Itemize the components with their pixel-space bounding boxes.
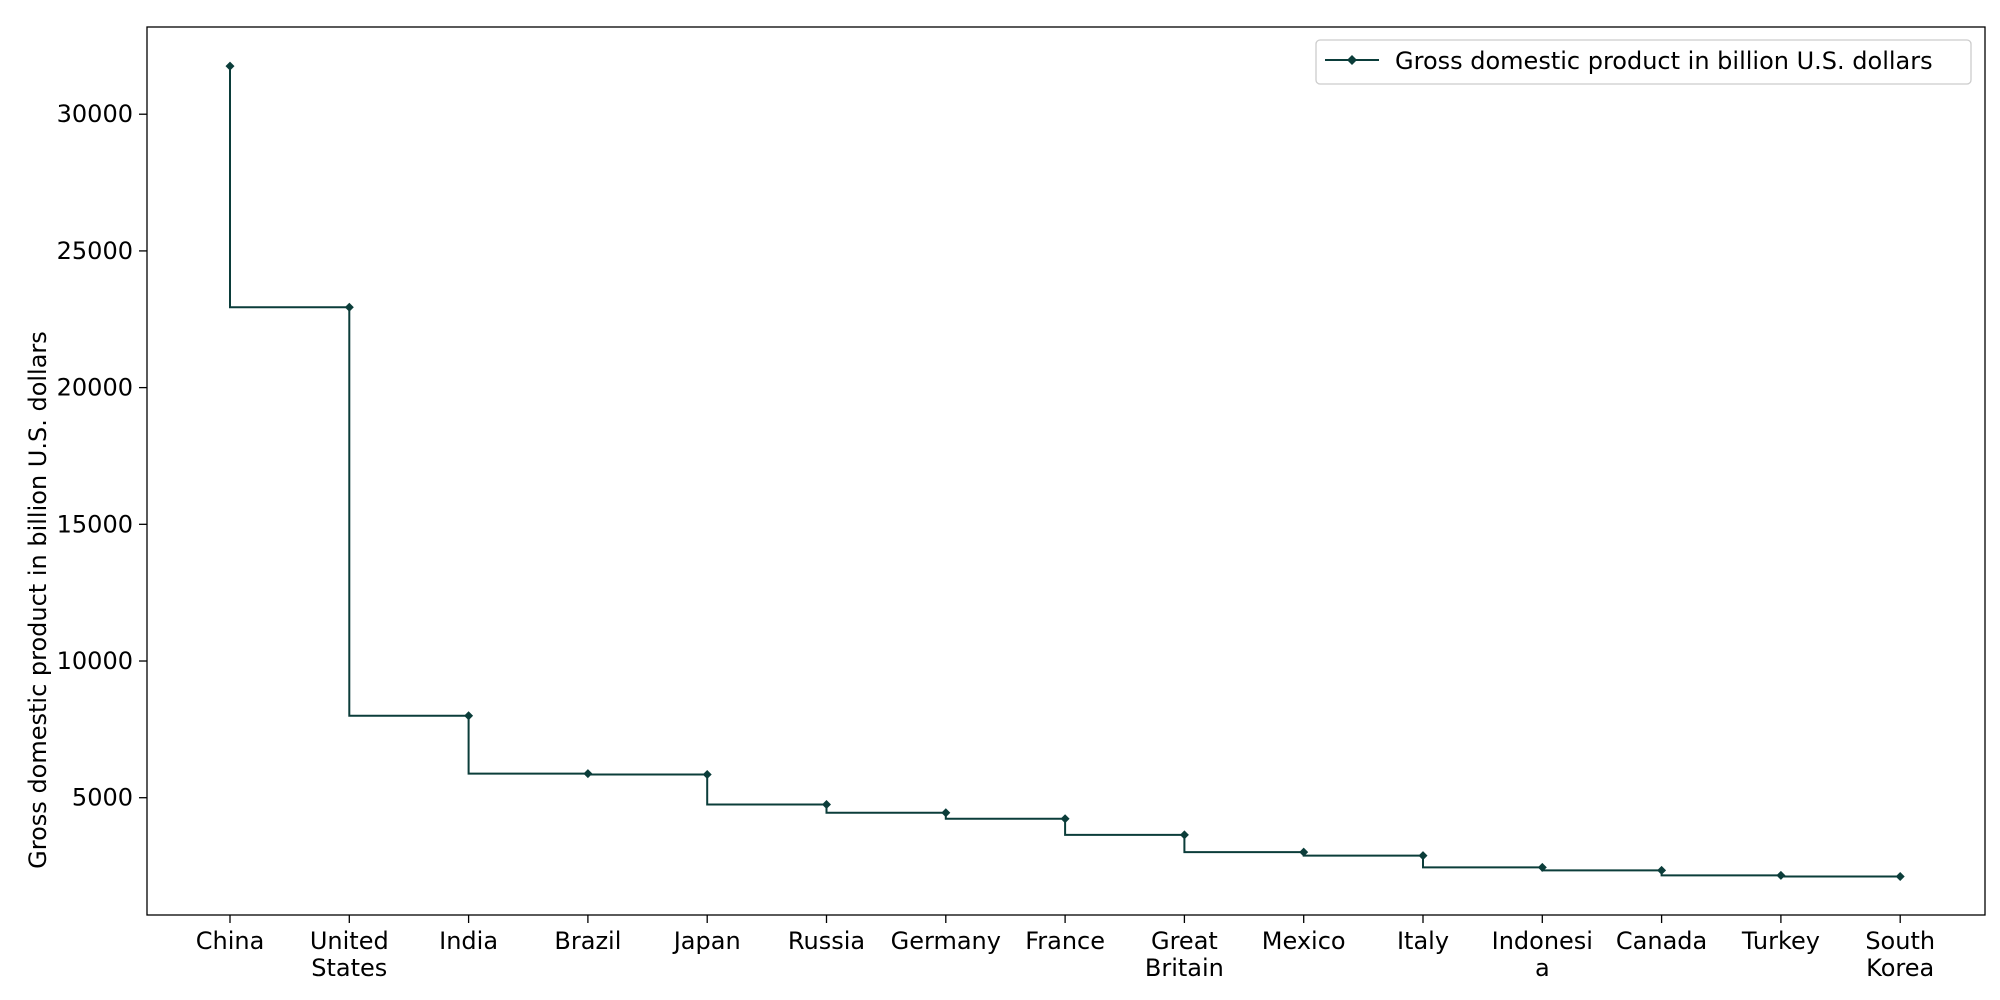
x-tick-label: Great Britain bbox=[1145, 927, 1224, 982]
x-tick-label-line: States bbox=[311, 954, 387, 982]
x-tick-label: United States bbox=[310, 927, 389, 982]
x-tick-label: Turkey bbox=[1741, 927, 1820, 955]
x-tick-label: Japan bbox=[672, 927, 741, 955]
plot-frame bbox=[146, 26, 1986, 916]
x-tick-label-line: Korea bbox=[1866, 954, 1934, 982]
data-point-marker bbox=[1895, 871, 1905, 881]
x-tick-label: France bbox=[1025, 927, 1105, 955]
y-tick-label: 20000 bbox=[57, 374, 133, 402]
y-tick-label: 25000 bbox=[57, 237, 133, 265]
legend-marker bbox=[1347, 55, 1357, 65]
x-tick-label-line: Russia bbox=[788, 927, 865, 955]
legend-series-label: Gross domestic product in billion U.S. d… bbox=[1395, 47, 1933, 75]
x-tick-label-line: Britain bbox=[1145, 954, 1224, 982]
x-tick-label-line: Great bbox=[1151, 927, 1218, 955]
x-tick-label-line: Japan bbox=[672, 927, 741, 955]
legend-box bbox=[1315, 39, 1972, 85]
x-tick-label-line: Turkey bbox=[1741, 927, 1820, 955]
data-point-marker bbox=[1418, 851, 1428, 861]
data-point-marker bbox=[464, 711, 474, 721]
data-point-marker bbox=[822, 800, 831, 810]
x-tick-label-line: United bbox=[310, 927, 389, 955]
legend: Gross domestic product in billion U.S. d… bbox=[1315, 39, 1972, 85]
data-point-marker bbox=[1299, 847, 1309, 857]
x-tick-label: Germany bbox=[891, 927, 1001, 955]
data-point-marker bbox=[583, 769, 593, 779]
y-axis-label: Gross domestic product in billion U.S. d… bbox=[24, 331, 52, 869]
x-tick-label-line: Canada bbox=[1616, 927, 1707, 955]
y-tick-label: 5000 bbox=[72, 784, 133, 812]
y-tick-label: 30000 bbox=[57, 100, 133, 128]
y-tick-label: 15000 bbox=[57, 510, 133, 538]
x-tick-label-line: China bbox=[196, 927, 265, 955]
x-tick-label-line: India bbox=[439, 927, 498, 955]
x-tick-label: Canada bbox=[1616, 927, 1707, 955]
x-tick-label: South Korea bbox=[1865, 927, 1935, 982]
y-tick-label: 10000 bbox=[57, 647, 133, 675]
x-tick-label-line: Brazil bbox=[554, 927, 621, 955]
x-tick-label: Brazil bbox=[554, 927, 621, 955]
x-tick-label-line: France bbox=[1025, 927, 1105, 955]
data-point-marker bbox=[225, 61, 235, 71]
x-tick-label: India bbox=[439, 927, 498, 955]
x-tick-label-line: South bbox=[1865, 927, 1935, 955]
x-tick-label: Mexico bbox=[1262, 927, 1346, 955]
data-point-marker bbox=[941, 808, 951, 818]
x-tick-label-line: Italy bbox=[1397, 927, 1449, 955]
x-tick-label-line: Mexico bbox=[1262, 927, 1346, 955]
x-tick-label-line: Indonesi bbox=[1492, 927, 1593, 955]
y-axis-label-group: Gross domestic product in billion U.S. d… bbox=[24, 331, 52, 869]
data-point-marker bbox=[1060, 814, 1070, 824]
data-point-marker bbox=[1537, 862, 1547, 872]
x-tick-label: China bbox=[196, 927, 265, 955]
x-tick-label-line: Germany bbox=[891, 927, 1001, 955]
data-point-marker bbox=[344, 302, 354, 312]
data-point-marker bbox=[1179, 830, 1189, 840]
data-point-marker bbox=[702, 769, 712, 779]
series-step-line bbox=[229, 66, 1901, 878]
series-markers bbox=[225, 61, 1905, 881]
x-tick-label: Italy bbox=[1397, 927, 1449, 955]
data-point-marker bbox=[1776, 870, 1786, 880]
y-axis-ticks: 5000 10000 15000 20000 25000 30000 bbox=[57, 100, 147, 812]
x-tick-label: Indonesi a bbox=[1492, 927, 1593, 982]
data-point-marker bbox=[1657, 865, 1667, 875]
x-axis-ticks: China United States India Brazil Japan Russia G… bbox=[196, 915, 1935, 982]
x-tick-label: Russia bbox=[788, 927, 865, 955]
x-tick-label-line: a bbox=[1535, 954, 1550, 982]
